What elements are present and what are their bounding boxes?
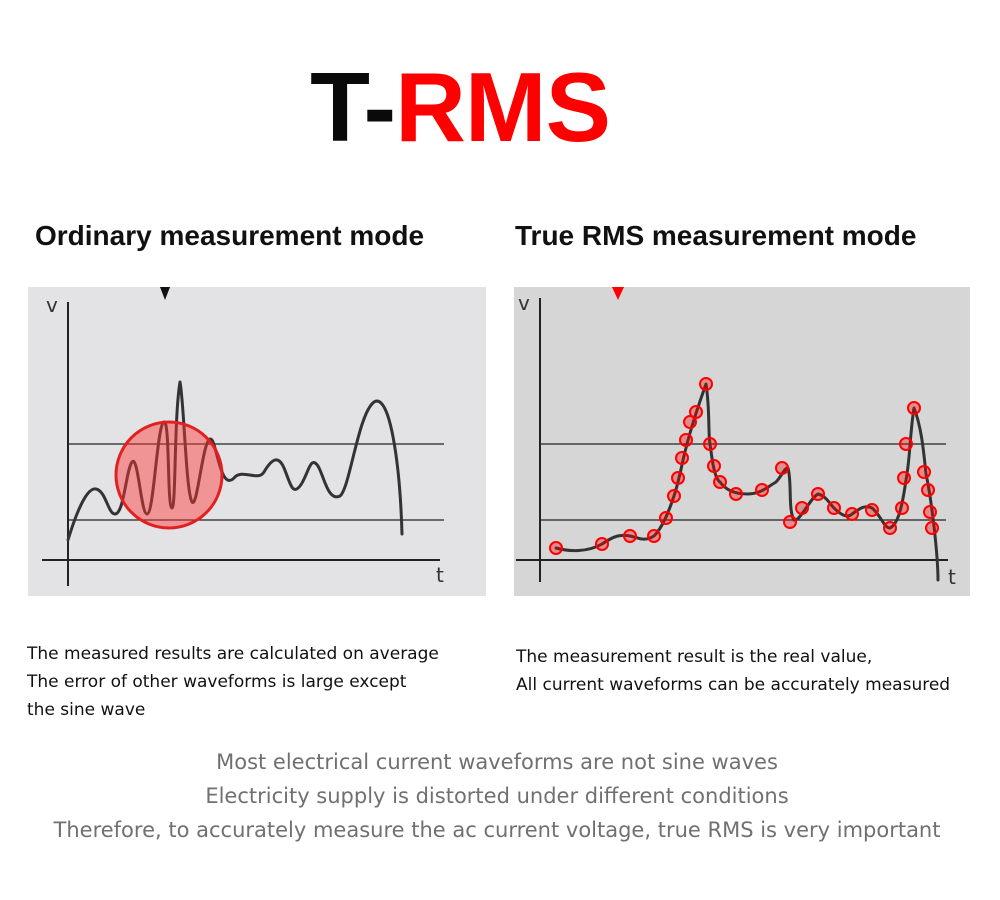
ordinary-description-line: The measured results are calculated on a…: [27, 644, 439, 664]
sample-point: [907, 401, 921, 415]
sample-point: [699, 377, 713, 391]
ordinary-mode-title: Ordinary measurement mode: [35, 220, 425, 251]
true-rms-mode-title: True RMS measurement mode: [515, 220, 917, 251]
true-rms-y-axis-label: v: [518, 291, 530, 315]
ordinary-panel-background: [28, 287, 486, 596]
sample-point: [827, 501, 841, 515]
true-rms-panel-background: [514, 287, 970, 596]
sample-point: [703, 437, 717, 451]
sample-point: [623, 529, 637, 543]
sample-point: [865, 503, 879, 517]
ordinary-y-axis-label: v: [46, 293, 58, 317]
sample-point: [923, 505, 937, 519]
footer-line: Most electrical current waveforms are no…: [216, 750, 778, 774]
true-rms-marker-icon: [612, 287, 624, 300]
sample-point: [755, 483, 769, 497]
sample-point: [783, 515, 797, 529]
sample-point: [675, 451, 689, 465]
sample-point: [795, 501, 809, 515]
sample-point: [689, 405, 703, 419]
hero-title-accent: RMS: [395, 52, 611, 162]
true-rms-description-line: All current waveforms can be accurately …: [516, 675, 951, 695]
ordinary-description-line: The error of other waveforms is large ex…: [27, 672, 407, 692]
footer-notes: Most electrical current waveforms are no…: [0, 745, 994, 847]
ordinary-description-line: the sine wave: [27, 700, 146, 720]
sample-point: [811, 487, 825, 501]
sample-point: [895, 501, 909, 515]
ordinary-waveform-panel: v t: [28, 282, 486, 596]
sample-point: [595, 537, 609, 551]
sample-point: [921, 483, 935, 497]
ordinary-waveform-graphic: v t: [28, 287, 486, 596]
sample-point: [549, 541, 563, 555]
sample-point: [729, 487, 743, 501]
true-rms-x-axis-label: t: [948, 565, 956, 589]
sample-point: [713, 475, 727, 489]
ordinary-description: The measured results are calculated on a…: [27, 640, 439, 724]
ordinary-error-highlight: [114, 420, 224, 530]
true-rms-waveform-graphic: v t: [514, 287, 970, 596]
sample-point: [883, 521, 897, 535]
footer-line: Therefore, to accurately measure the ac …: [53, 818, 941, 842]
true-rms-description-line: The measurement result is the real value…: [516, 647, 873, 667]
sample-point: [647, 529, 661, 543]
sample-point: [845, 507, 859, 521]
hero-title-prefix: T-: [310, 52, 396, 162]
true-rms-description: The measurement result is the real value…: [516, 643, 950, 699]
ordinary-marker-icon: [160, 287, 170, 300]
sample-point: [707, 459, 721, 473]
true-rms-waveform-panel: v t: [512, 282, 970, 596]
sample-point: [775, 461, 789, 475]
true-rms-sample-points: [549, 377, 939, 555]
sample-point: [897, 471, 911, 485]
sample-point: [679, 433, 693, 447]
sample-point: [925, 521, 939, 535]
sample-point: [671, 471, 685, 485]
sample-point: [683, 415, 697, 429]
ordinary-waveform-curve: [66, 380, 404, 542]
sample-point: [899, 437, 913, 451]
footer-line: Electricity supply is distorted under di…: [205, 784, 789, 808]
sample-point: [667, 489, 681, 503]
hero-title: T-RMS: [0, 52, 920, 162]
ordinary-x-axis-label: t: [436, 563, 444, 587]
sample-point: [659, 511, 673, 525]
sample-point: [917, 465, 931, 479]
